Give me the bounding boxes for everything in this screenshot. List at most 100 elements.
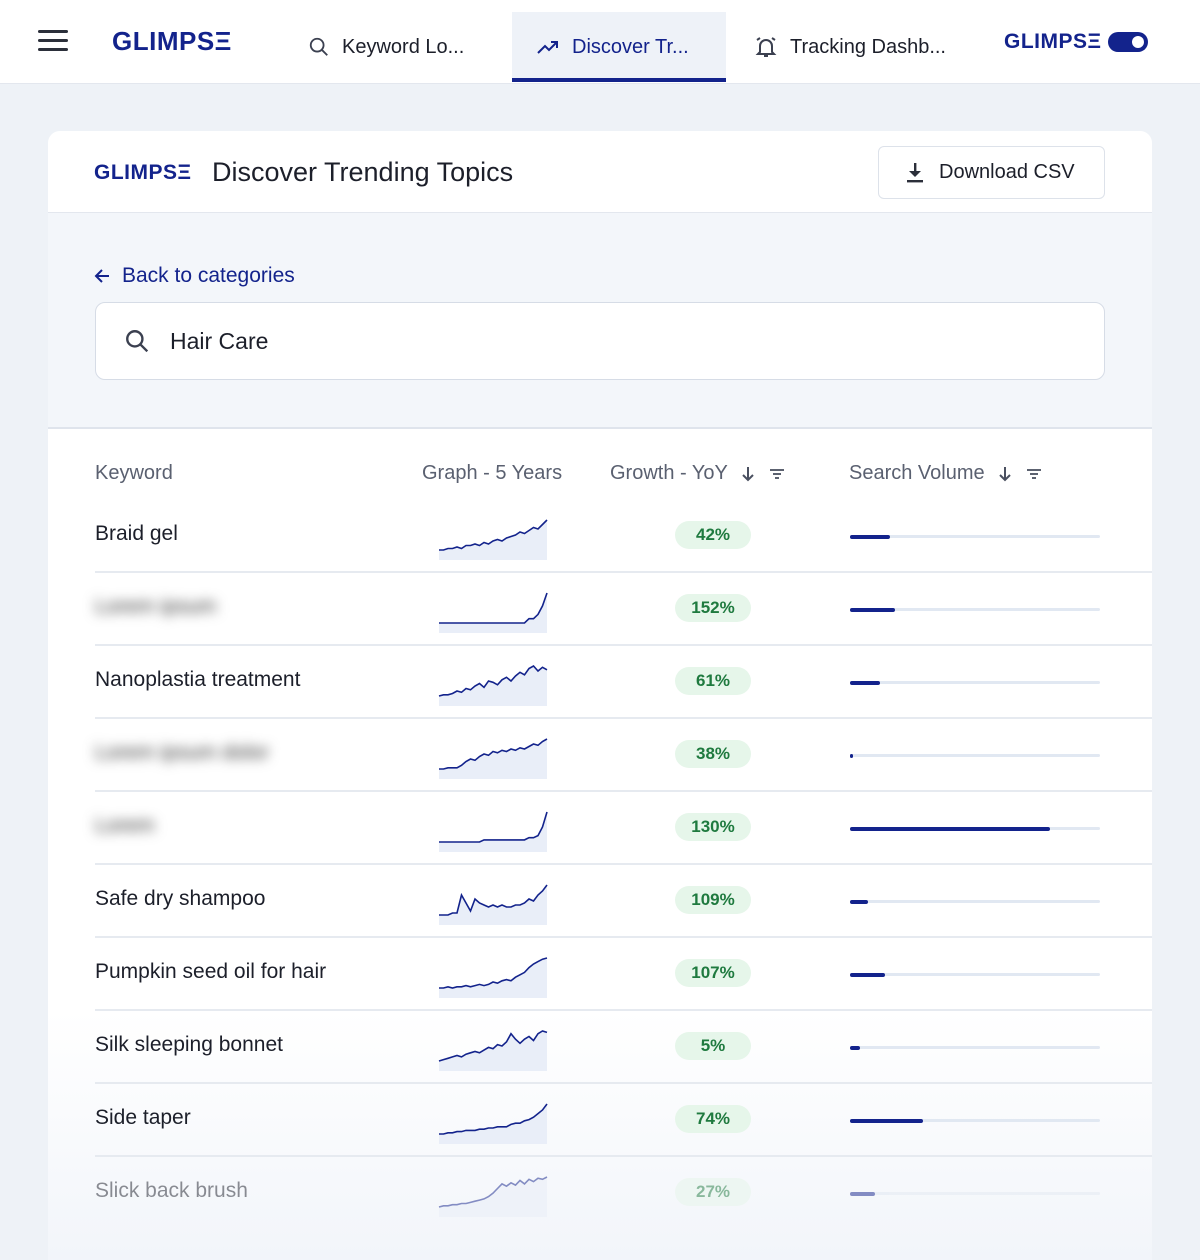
keyword-cell[interactable]: Braid gel (95, 522, 178, 545)
keyword-cell-blurred[interactable]: Lorem (95, 814, 155, 837)
hamburger-menu-icon[interactable] (38, 30, 68, 54)
table-row[interactable]: Nanoplastia treatment 61% (95, 646, 1152, 719)
tab-label: Tracking Dashb... (790, 35, 946, 58)
growth-badge: 38% (675, 740, 751, 768)
column-header-keyword[interactable]: Keyword (95, 462, 173, 484)
trend-sparkline (438, 1176, 548, 1217)
trending-topics-card: GLIMPSΞ Discover Trending Topics Downloa… (48, 131, 1152, 1260)
back-link-label: Back to categories (122, 264, 295, 287)
keyword-cell[interactable]: Silk sleeping bonnet (95, 1033, 283, 1056)
trends-table: Keyword Graph - 5 Years Growth - YoY Sea… (48, 429, 1152, 1260)
download-csv-button[interactable]: Download CSV (878, 146, 1105, 199)
sparkline-area (439, 666, 547, 706)
keyword-cell[interactable]: Side taper (95, 1106, 191, 1129)
sparkline-area (439, 812, 547, 852)
table-row[interactable]: Lorem 130% (95, 792, 1152, 865)
growth-badge: 152% (675, 594, 751, 622)
sparkline-area (439, 593, 547, 633)
top-navbar: GLIMPSΞ Keyword Lo... Discover Tr... Tra… (0, 0, 1200, 84)
trend-sparkline (439, 592, 548, 633)
sort-arrow-down-icon[interactable] (997, 465, 1013, 483)
sparkline-line (438, 1030, 548, 1062)
table-row[interactable]: Safe dry shampoo 109% (95, 865, 1152, 938)
category-search-input[interactable] (170, 327, 970, 355)
tab-label: Keyword Lo... (342, 35, 465, 58)
trend-sparkline (438, 664, 548, 706)
sparkline-area (439, 739, 547, 779)
table-row[interactable]: Pumpkin seed oil for hair 107% (95, 938, 1152, 1011)
sparkline-line (439, 957, 548, 989)
sparkline-area (439, 1177, 547, 1217)
bell-icon (755, 37, 777, 57)
sparkline-line (439, 1103, 548, 1135)
keyword-cell-blurred[interactable]: Lorem ipsum (95, 595, 217, 618)
keyword-cell[interactable]: Slick back brush (95, 1179, 248, 1202)
arrow-left-icon (94, 269, 109, 283)
tab-tracking-dashboard[interactable]: Tracking Dashb... (754, 12, 964, 82)
column-header-volume[interactable]: Search Volume (849, 462, 1043, 485)
growth-badge: 107% (675, 959, 751, 987)
pro-toggle[interactable] (1108, 32, 1148, 52)
table-row[interactable]: Lorem ipsum 152% (95, 573, 1152, 646)
download-label: Download CSV (939, 161, 1075, 183)
search-volume-bar (850, 826, 1100, 831)
trending-icon (537, 41, 558, 54)
section-divider (48, 427, 1152, 429)
trend-sparkline (439, 957, 548, 998)
search-icon (126, 330, 149, 353)
keyword-cell[interactable]: Safe dry shampoo (95, 887, 266, 910)
search-volume-fill (850, 680, 880, 685)
filter-icon[interactable] (1025, 467, 1043, 481)
search-volume-fill (850, 826, 1050, 831)
search-icon (309, 37, 328, 56)
search-volume-fill (850, 753, 853, 758)
search-volume-bar (850, 753, 1100, 758)
keyword-cell-blurred[interactable]: Lorem ipsum dolor (95, 741, 269, 764)
sparkline-line (438, 664, 548, 697)
sparkline-area (439, 1031, 547, 1071)
sparkline-area (439, 1104, 547, 1144)
tab-label: Discover Tr... (572, 35, 689, 58)
keyword-cell[interactable]: Nanoplastia treatment (95, 668, 301, 691)
table-row[interactable]: Braid gel 42% (95, 500, 1152, 573)
growth-badge: 74% (675, 1105, 751, 1133)
growth-badge: 109% (675, 886, 751, 914)
trend-sparkline (439, 738, 548, 779)
page-title: Discover Trending Topics (212, 157, 514, 187)
search-volume-fill (850, 972, 885, 977)
sparkline-line (439, 592, 548, 624)
download-icon (907, 162, 923, 182)
back-to-categories-link[interactable]: Back to categories (94, 264, 295, 288)
table-row[interactable]: Slick back brush 27% (95, 1157, 1152, 1230)
search-volume-fill (850, 1045, 860, 1050)
search-volume-bar (850, 534, 1100, 539)
sparkline-line (439, 519, 548, 551)
tab-keyword-lookup[interactable]: Keyword Lo... (308, 12, 498, 82)
category-search-box[interactable] (95, 302, 1105, 380)
trend-sparkline (439, 519, 548, 560)
growth-badge: 61% (675, 667, 751, 695)
sort-arrow-down-icon[interactable] (740, 465, 756, 483)
table-row[interactable]: Silk sleeping bonnet 5% (95, 1011, 1152, 1084)
filter-icon[interactable] (768, 467, 786, 481)
table-row[interactable]: Lorem ipsum dolor 38% (95, 719, 1152, 792)
search-volume-fill (850, 899, 868, 904)
card-header: GLIMPSΞ Discover Trending Topics Downloa… (48, 131, 1152, 213)
search-volume-bar (850, 680, 1100, 685)
trend-sparkline (438, 1030, 548, 1071)
sparkline-line (438, 1176, 548, 1208)
search-volume-fill (850, 1118, 923, 1123)
column-header-growth[interactable]: Growth - YoY (610, 462, 786, 485)
table-row[interactable]: Side taper 74% (95, 1084, 1152, 1157)
tab-discover-trends[interactable]: Discover Tr... (512, 12, 726, 82)
card-logo: GLIMPSΞ (94, 161, 192, 184)
brand-logo[interactable]: GLIMPSΞ (112, 26, 232, 56)
trend-sparkline (439, 884, 548, 925)
sparkline-line (439, 884, 548, 916)
growth-header-label: Growth - YoY (610, 462, 728, 484)
sparkline-line (439, 811, 548, 843)
sparkline-area (439, 520, 547, 560)
search-volume-fill (850, 607, 895, 612)
growth-badge: 130% (675, 813, 751, 841)
keyword-cell[interactable]: Pumpkin seed oil for hair (95, 960, 327, 983)
